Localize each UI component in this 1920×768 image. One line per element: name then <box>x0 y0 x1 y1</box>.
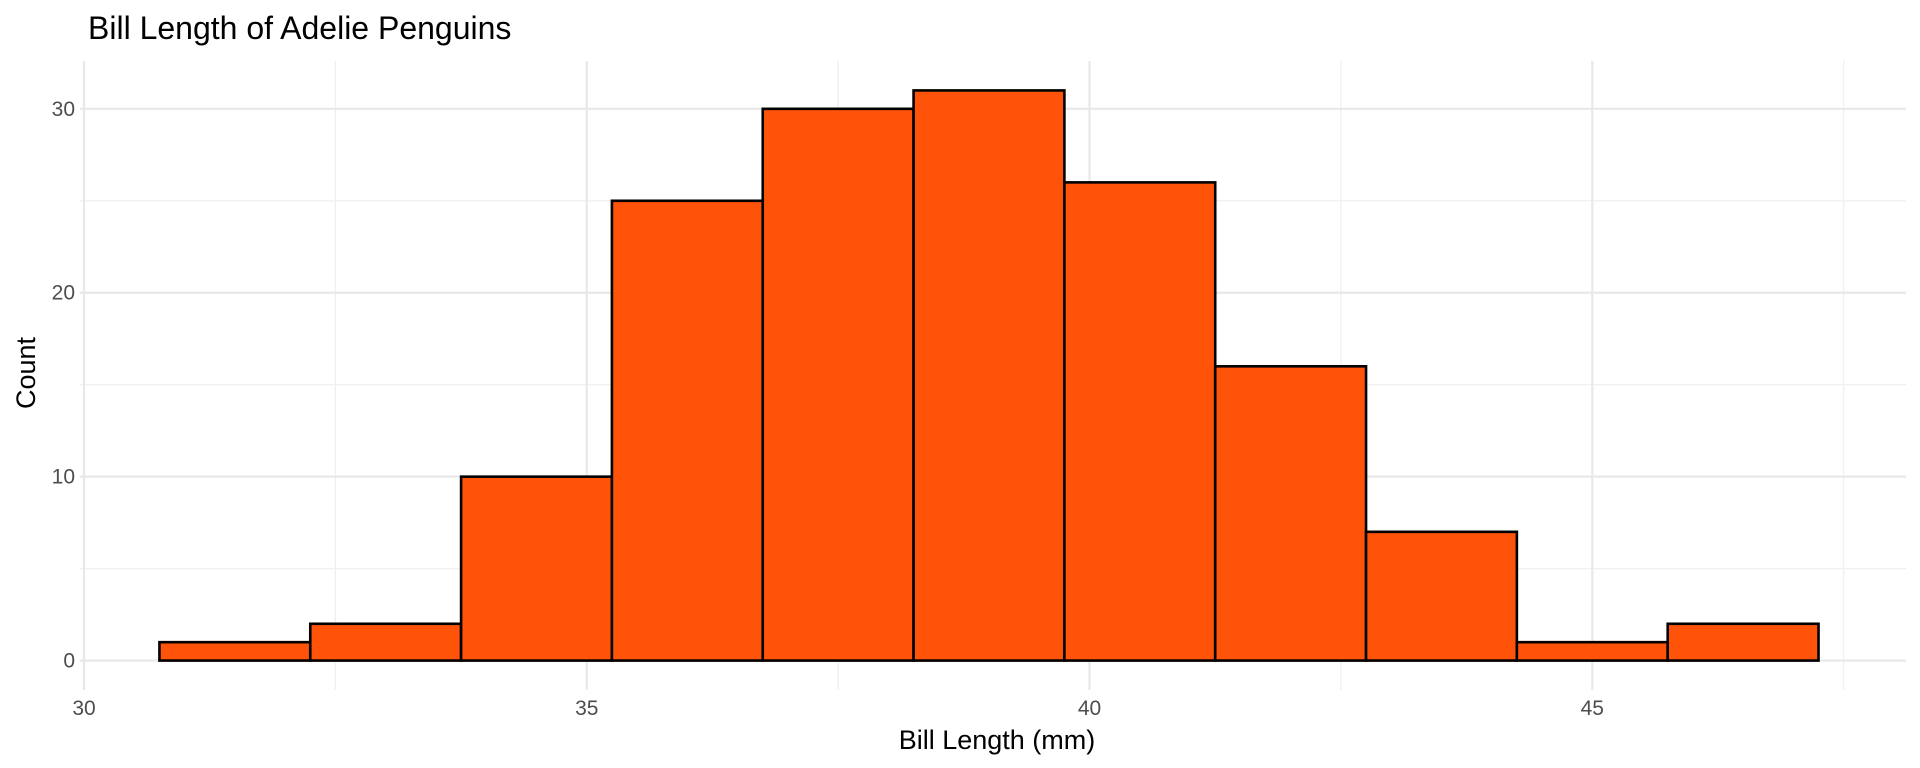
x-tick-label: 35 <box>575 697 598 720</box>
histogram-bar <box>459 475 614 662</box>
y-axis-label: Count <box>11 336 41 409</box>
histogram-bar <box>1666 622 1820 662</box>
histogram-bar <box>1063 181 1217 662</box>
histogram-bars <box>158 89 1820 662</box>
histogram-bar <box>158 640 312 662</box>
chart-title: Bill Length of Adelie Penguins <box>88 10 511 46</box>
x-tick-label: 30 <box>72 697 95 720</box>
histogram-bar <box>1364 530 1519 662</box>
histogram-bar <box>610 199 765 662</box>
x-tick-label: 45 <box>1581 697 1604 720</box>
y-tick-label: 10 <box>52 466 75 489</box>
histogram-bar <box>761 107 915 662</box>
y-tick-label: 20 <box>52 282 75 305</box>
x-axis-label: Bill Length (mm) <box>899 725 1096 755</box>
x-tick-label: 40 <box>1078 697 1101 720</box>
histogram-bar <box>912 89 1066 662</box>
x-axis-ticks: 30 35 40 45 <box>72 697 1604 720</box>
histogram-bar <box>1515 640 1669 662</box>
histogram-bar <box>1213 365 1368 662</box>
y-tick-label: 0 <box>63 650 75 673</box>
y-tick-label: 30 <box>52 98 75 121</box>
y-axis-ticks: 0 10 20 30 <box>52 98 75 673</box>
histogram-bar <box>308 622 463 662</box>
